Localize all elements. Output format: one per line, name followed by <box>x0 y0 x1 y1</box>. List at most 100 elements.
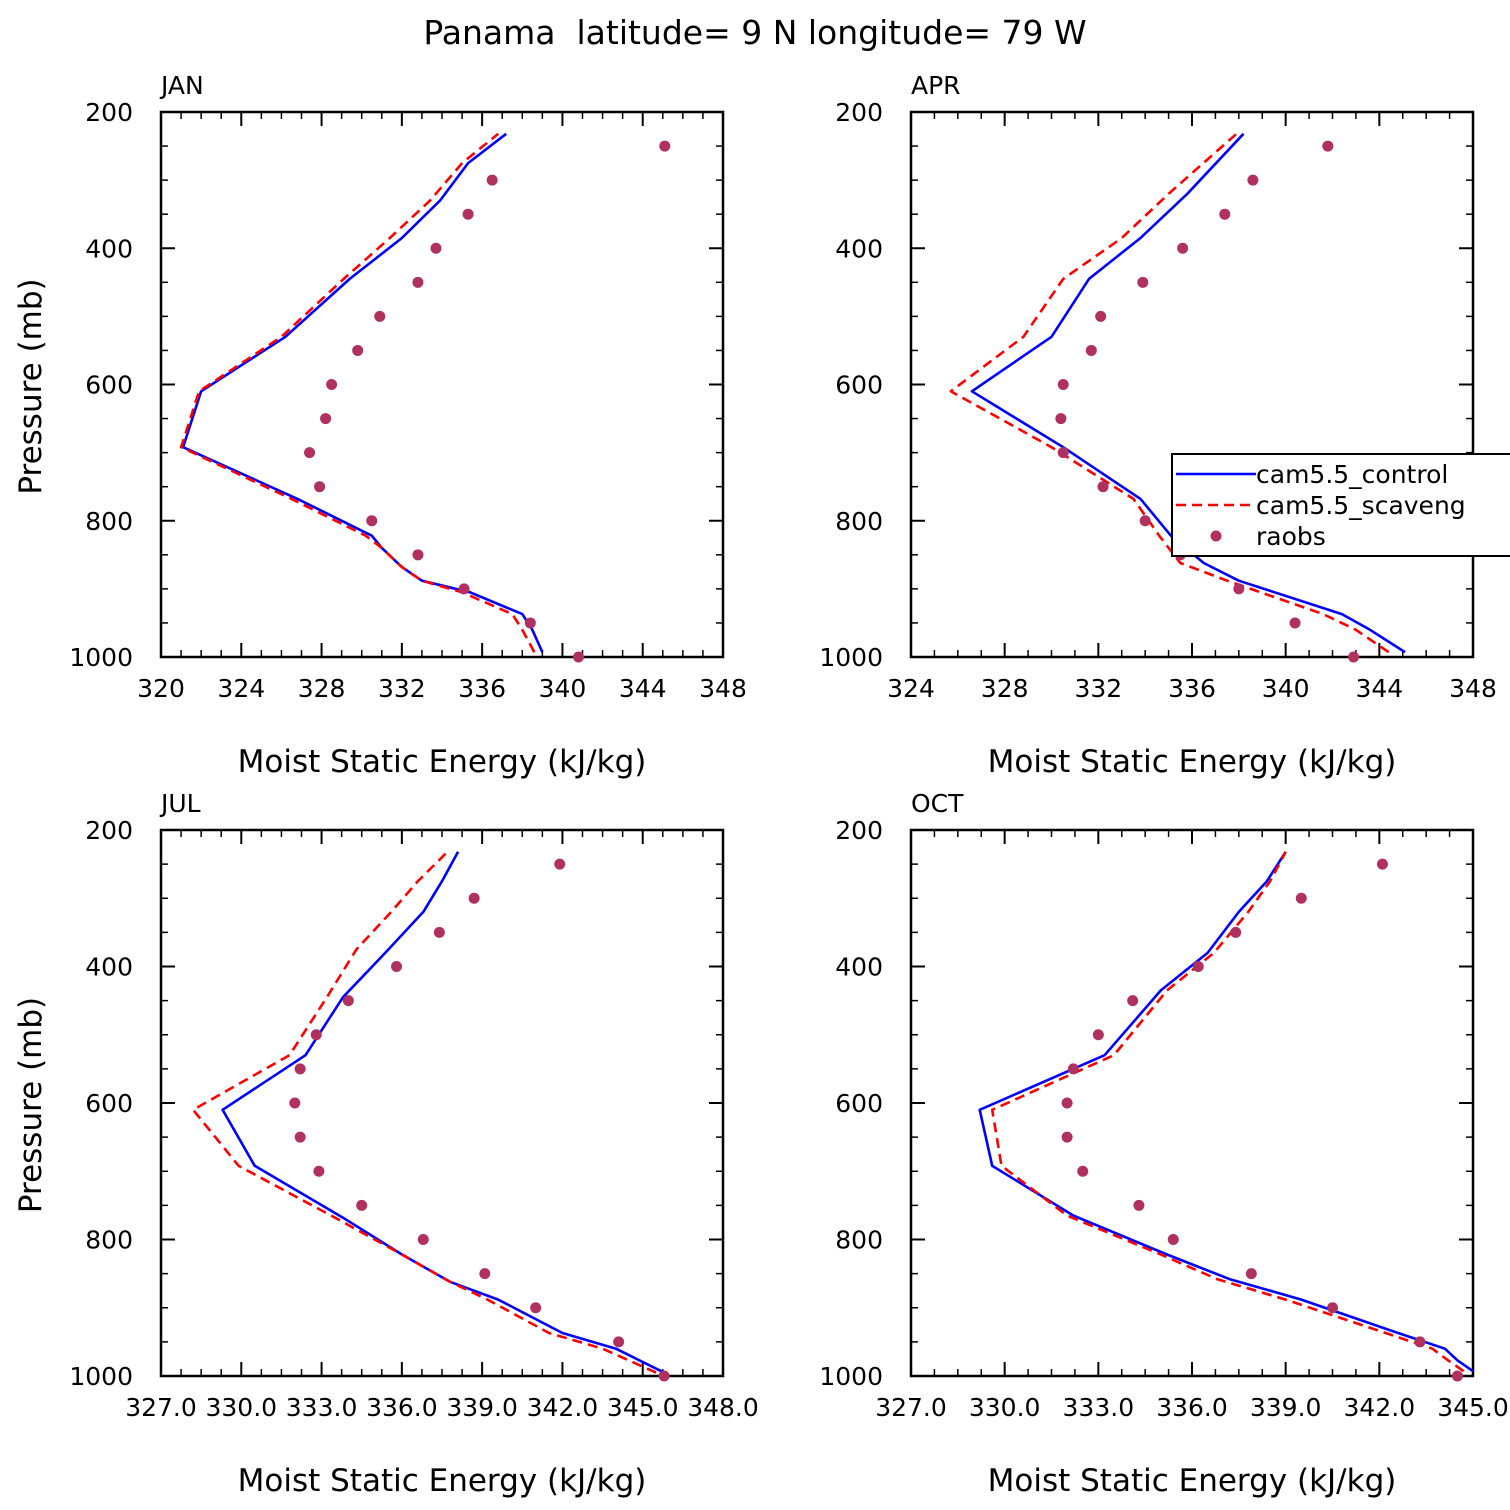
y-tick-label: 800 <box>85 1226 133 1255</box>
y-tick-label: 600 <box>835 371 883 400</box>
x-axis-label: Moist Static Energy (kJ/kg) <box>238 1463 647 1499</box>
legend-label: raobs <box>1256 522 1326 551</box>
raobs-point <box>289 1097 301 1109</box>
plot-frame <box>159 828 725 1378</box>
x-tick-label: 342.0 <box>1344 1393 1416 1422</box>
raobs-point <box>524 617 536 629</box>
raobs-point <box>304 447 316 459</box>
y-axis-label: Pressure (mb) <box>13 997 49 1213</box>
raobs-point <box>1061 1097 1073 1109</box>
x-tick-label: 348 <box>699 674 747 703</box>
raobs-point <box>1057 379 1069 390</box>
raobs-point <box>1233 583 1245 595</box>
panel-oct: OCT 327.0 330.0 333.0 336.0 339.0 342.0 345.0 20… <box>819 789 1508 1499</box>
x-tick-label: 324 <box>887 674 935 703</box>
raobs-point <box>1167 1234 1179 1245</box>
x-tick-label: 330.0 <box>969 1393 1041 1422</box>
x-tick-label: 320 <box>137 674 185 703</box>
y-tick-label: 600 <box>835 1089 883 1118</box>
x-tick-label: 333.0 <box>1063 1393 1135 1422</box>
x-tick-label: 340 <box>1262 674 1310 703</box>
x-tick-label: 339.0 <box>446 1393 518 1422</box>
raobs-point <box>1245 1268 1257 1280</box>
cam5-5-scaveng-line <box>179 132 536 653</box>
raobs-point <box>1295 892 1307 904</box>
panel-jul: JUL 327.0 330.0 333.0 336.0 339.0 342.0 345.0 34… <box>13 789 759 1499</box>
raobs-point <box>366 515 378 527</box>
raobs-point <box>658 1370 670 1382</box>
raobs-point <box>294 1131 306 1143</box>
raobs-point <box>1289 617 1301 629</box>
cam5-5-control-line <box>221 851 665 1374</box>
cam5-5-scaveng-line <box>191 850 657 1374</box>
raobs-point <box>458 583 470 595</box>
y-axis-label: Pressure (mb) <box>13 278 49 494</box>
raobs-point <box>1219 208 1231 220</box>
raobs-point <box>352 344 364 356</box>
x-tick-label: 342.0 <box>527 1393 599 1422</box>
legend-label: cam5.5_control <box>1256 460 1448 489</box>
raobs-point <box>314 481 326 493</box>
x-tick-label: 330.0 <box>205 1393 277 1422</box>
x-tick-label: 340 <box>539 674 587 703</box>
y-tick-label: 1000 <box>69 1362 133 1391</box>
x-tick-label: 327.0 <box>875 1393 947 1422</box>
x-tick-label: 344 <box>619 674 667 703</box>
panels: JAN 320 324 328 332 336 340 344 348 200 400 600 800 1… <box>13 71 1510 1499</box>
x-tick-label: 327.0 <box>125 1393 197 1422</box>
x-axis-label: Moist Static Energy (kJ/kg) <box>988 744 1397 780</box>
x-tick-label: 336.0 <box>366 1393 438 1422</box>
x-tick-label: 332 <box>378 674 426 703</box>
raobs-point <box>659 140 671 152</box>
plot-frame <box>909 110 1475 659</box>
raobs-point <box>1192 961 1204 972</box>
y-tick-label: 1000 <box>819 643 883 672</box>
cam5-5-control-line <box>978 851 1474 1373</box>
raobs-point <box>342 995 354 1007</box>
raobs-point <box>412 276 424 288</box>
raobs-point <box>1057 447 1069 459</box>
raobs-point <box>374 310 386 322</box>
x-tick-label: 332 <box>1074 674 1122 703</box>
raobs-point <box>462 208 474 220</box>
y-tick-label: 200 <box>835 98 883 127</box>
raobs-point <box>1177 242 1189 254</box>
raobs-point <box>554 858 566 870</box>
y-tick-label: 800 <box>85 507 133 536</box>
panel-jan: JAN 320 324 328 332 336 340 344 348 200 400 600 800 1… <box>13 71 747 780</box>
y-tick-label: 400 <box>85 953 133 982</box>
raobs-point <box>412 549 424 561</box>
x-tick-label: 345.0 <box>1437 1393 1509 1422</box>
x-tick-label: 328 <box>981 674 1029 703</box>
cam5-5-control-line <box>970 132 1406 654</box>
raobs-point <box>1097 481 1109 493</box>
x-tick-label: 348 <box>1449 674 1497 703</box>
panel-title: JUL <box>159 789 201 818</box>
cam5-5-scaveng-line <box>949 132 1390 654</box>
raobs-point <box>1061 1131 1073 1143</box>
raobs-point <box>1092 1029 1104 1041</box>
y-tick-label: 1000 <box>69 643 133 672</box>
x-axis-label: Moist Static Energy (kJ/kg) <box>988 1463 1397 1499</box>
raobs-point <box>417 1234 429 1245</box>
raobs-point <box>486 174 498 186</box>
raobs-point <box>572 651 584 663</box>
raobs-point <box>1095 310 1107 322</box>
y-tick-label: 800 <box>835 507 883 536</box>
raobs-point <box>391 961 403 972</box>
raobs-point <box>1137 276 1149 288</box>
cam5-5-scaveng-line <box>990 851 1465 1373</box>
x-tick-label: 348.0 <box>687 1393 759 1422</box>
raobs-point <box>1376 858 1388 870</box>
raobs-point <box>1133 1199 1145 1211</box>
y-tick-label: 600 <box>85 371 133 400</box>
raobs-point <box>468 892 480 904</box>
x-axis-label: Moist Static Energy (kJ/kg) <box>238 744 647 780</box>
x-tick-label: 333.0 <box>286 1393 358 1422</box>
x-tick-label: 336.0 <box>1156 1393 1228 1422</box>
y-tick-label: 400 <box>85 234 133 263</box>
raobs-point <box>310 1029 322 1041</box>
raobs-point <box>1077 1165 1089 1177</box>
